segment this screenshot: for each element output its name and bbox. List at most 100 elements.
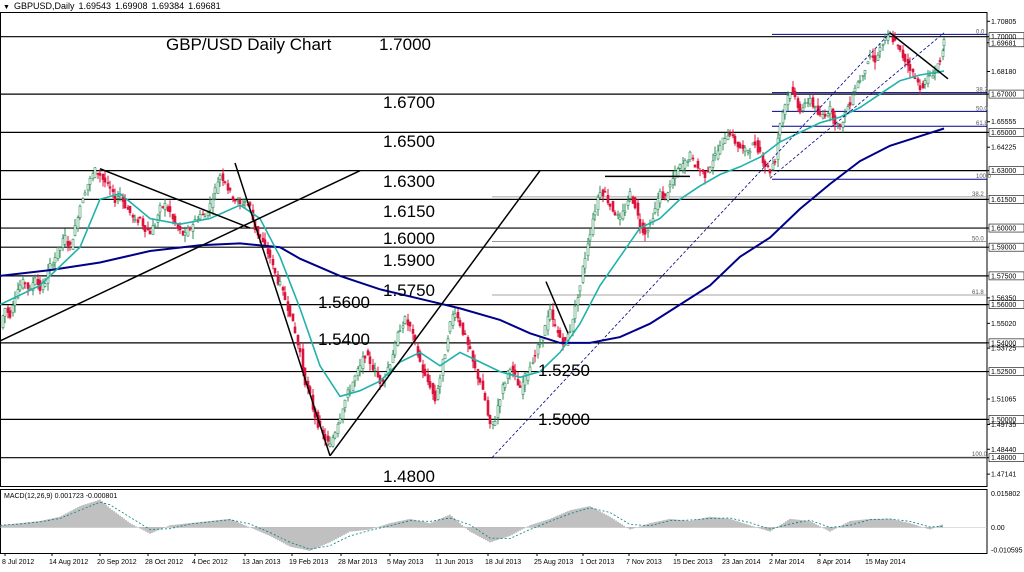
- x-tick-label: 2 Mar 2014: [769, 559, 805, 566]
- candle-down: [511, 365, 515, 371]
- candle-down: [141, 218, 145, 227]
- candle-down: [476, 369, 480, 379]
- candle-down: [753, 141, 757, 146]
- x-tick-label: 1 Oct 2013: [580, 559, 614, 566]
- candle-up: [18, 284, 22, 291]
- y-tick-label: 1.70000: [991, 34, 1016, 41]
- level-label-1.5250: 1.5250: [538, 361, 590, 380]
- candle-down: [698, 169, 702, 172]
- candle-up: [183, 232, 187, 236]
- candle-down: [703, 170, 707, 178]
- candle-up: [618, 216, 622, 220]
- candle-down: [221, 173, 225, 181]
- candle-down: [148, 230, 152, 235]
- candle-down: [366, 350, 370, 356]
- candle-down: [273, 267, 277, 274]
- candle-down: [766, 165, 770, 167]
- candle-up: [671, 178, 675, 186]
- candle-down: [6, 307, 10, 313]
- candle-down: [481, 380, 485, 390]
- candle-up: [11, 304, 15, 314]
- y-tick-box: [988, 271, 1024, 281]
- fib2-label-100.0: 100.0: [972, 452, 988, 458]
- candle-up: [53, 257, 57, 264]
- candle-up: [501, 384, 505, 394]
- candle-up: [443, 354, 447, 360]
- x-tick-label: 13 Jan 2013: [242, 559, 281, 566]
- candle-up: [591, 218, 595, 235]
- candle-down: [168, 206, 172, 213]
- candle-up: [331, 437, 335, 447]
- candle-up: [578, 285, 582, 292]
- level-label-1.4800: 1.4800: [383, 467, 435, 486]
- high-value: 1.69908: [115, 1, 148, 11]
- candle-down: [823, 114, 827, 117]
- y-tick-label: 1.56000: [991, 302, 1016, 309]
- candle-down: [466, 337, 470, 345]
- candle-up: [503, 382, 507, 388]
- ma-slow-line: [0, 127, 945, 344]
- candle-up: [543, 325, 547, 336]
- level-label-1.6500: 1.6500: [383, 132, 435, 151]
- candle-down: [643, 227, 647, 235]
- candle-up: [713, 153, 717, 156]
- candle-up: [48, 263, 52, 270]
- candle-down: [298, 348, 302, 353]
- collapse-icon[interactable]: ▼: [3, 4, 10, 11]
- candle-down: [916, 78, 920, 83]
- candle-up: [593, 210, 597, 216]
- candle-down: [831, 108, 835, 121]
- candle-up: [336, 423, 340, 434]
- candle-up: [666, 192, 670, 201]
- candle-down: [431, 383, 435, 395]
- y-tick-label: 1.53725: [991, 346, 1016, 353]
- candle-down: [231, 196, 235, 201]
- trendline-7: [889, 32, 949, 80]
- y-tick-box: [988, 300, 1024, 309]
- candle-up: [76, 217, 80, 229]
- candle-up: [403, 316, 407, 324]
- candle-up: [56, 247, 60, 259]
- candle-down: [111, 189, 115, 193]
- candle-up: [208, 203, 212, 211]
- candle-down: [903, 54, 907, 62]
- candle-down: [368, 356, 372, 364]
- candle-down: [8, 310, 12, 318]
- candle-up: [13, 298, 17, 306]
- candle-down: [873, 55, 877, 63]
- trendline-2: [234, 162, 331, 456]
- candle-up: [573, 305, 577, 319]
- candle-down: [468, 346, 472, 350]
- candle-up: [186, 228, 190, 237]
- candle-down: [146, 228, 150, 231]
- candle-up: [206, 212, 210, 216]
- candle-down: [26, 282, 30, 289]
- candle-down: [458, 320, 462, 326]
- y-tick-label: 1.55020: [991, 321, 1016, 328]
- macd-label: MACD(12,26,9) 0.001723 -0.000801: [4, 493, 117, 500]
- candle-up: [328, 443, 332, 447]
- candle-down: [181, 230, 185, 236]
- candle-up: [341, 408, 345, 420]
- candle-down: [918, 85, 922, 90]
- candle-down: [483, 392, 487, 401]
- candle-down: [601, 189, 605, 197]
- trendline-8: [769, 32, 945, 179]
- candle-up: [526, 372, 530, 381]
- trendline-5: [545, 281, 569, 334]
- x-tick-label: 8 Jul 2012: [2, 559, 34, 566]
- candle-up: [33, 277, 37, 286]
- candle-down: [233, 199, 237, 202]
- candle-up: [16, 289, 20, 299]
- candle-up: [623, 210, 627, 213]
- candle-up: [358, 365, 362, 372]
- candle-up: [496, 405, 500, 418]
- y-tick-box: [988, 453, 1024, 462]
- y-tick-label: 1.52500: [991, 369, 1016, 376]
- candle-up: [723, 138, 727, 144]
- candle-up: [163, 203, 167, 210]
- fib1-label-38.2: 38.2: [976, 88, 988, 94]
- candle-up: [93, 167, 97, 179]
- candle-down: [516, 379, 520, 386]
- candle-down: [938, 60, 942, 63]
